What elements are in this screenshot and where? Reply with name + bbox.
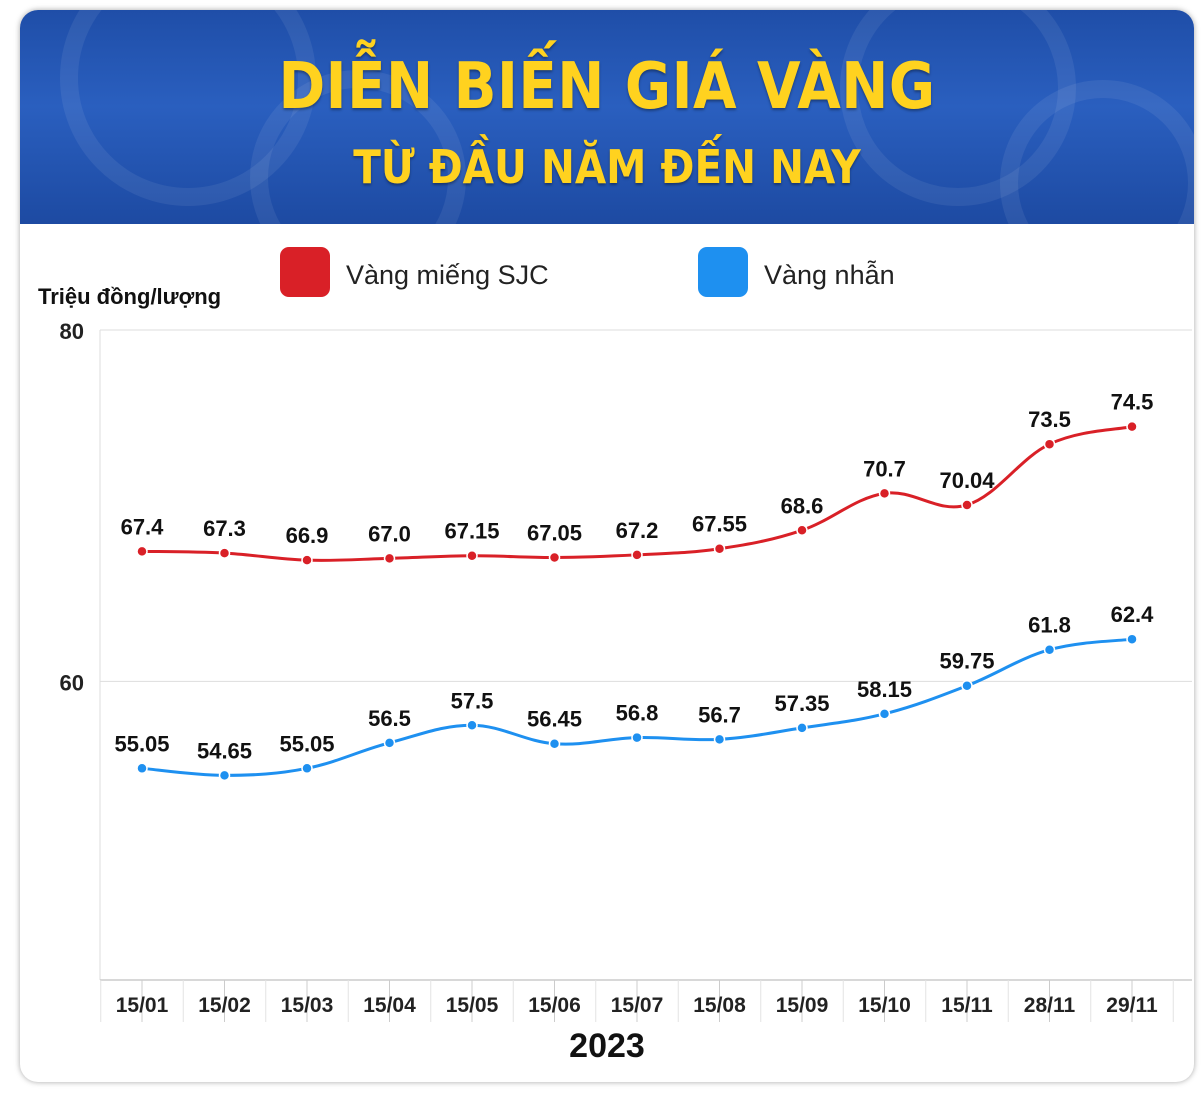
data-point [878, 708, 891, 720]
data-point [1126, 420, 1138, 433]
x-tick-label: 28/11 [1024, 994, 1076, 1017]
data-label: 70.7 [863, 456, 906, 481]
data-point [383, 737, 396, 749]
chart-card: DIỄN BIẾN GIÁ VÀNG TỪ ĐẦU NĂM ĐẾN NAY Và… [20, 10, 1194, 1082]
data-point [878, 487, 891, 500]
x-tick-label: 15/02 [198, 994, 251, 1017]
x-axis-title: 2023 [569, 1027, 645, 1065]
data-label: 55.05 [114, 731, 169, 756]
data-label: 70.04 [939, 468, 995, 493]
page-subtitle: TỪ ĐẦU NĂM ĐẾN NAY [353, 140, 861, 194]
data-label: 68.6 [781, 493, 824, 518]
page-title: DIỄN BIẾN GIÁ VÀNG [278, 50, 936, 124]
data-point [301, 554, 313, 566]
data-point [218, 547, 231, 559]
data-point [631, 731, 643, 744]
data-point [548, 551, 561, 564]
data-point [383, 552, 396, 565]
line-chart: 60 80 15/01 15/02 15/03 15/04 15/05 15/06 15/07 1… [60, 319, 1192, 1022]
data-label: 56.8 [616, 701, 659, 726]
header-banner: DIỄN BIẾN GIÁ VÀNG TỪ ĐẦU NĂM ĐẾN NAY [20, 10, 1194, 224]
x-tick-label: 15/08 [693, 994, 746, 1017]
x-tick-label: 15/09 [776, 994, 829, 1017]
x-tick-label: 15/01 [116, 994, 169, 1017]
x-tick-label: 15/03 [281, 994, 334, 1017]
data-label: 59.75 [939, 649, 994, 674]
data-point [466, 549, 478, 562]
data-point [961, 679, 973, 692]
data-point [301, 762, 313, 775]
data-point [548, 737, 561, 750]
data-point [796, 722, 808, 734]
y-tick-label-60: 60 [60, 670, 84, 695]
data-label: 67.4 [121, 514, 165, 539]
data-label: 57.5 [451, 688, 494, 713]
data-point [1126, 633, 1138, 645]
data-label: 73.5 [1028, 407, 1071, 432]
data-point [713, 542, 726, 555]
data-label: 56.7 [698, 702, 741, 727]
data-point [713, 733, 726, 746]
data-label: 66.9 [286, 523, 329, 548]
x-tick-label: 29/11 [1106, 994, 1158, 1017]
x-tick-label: 15/07 [611, 994, 664, 1017]
data-point [631, 549, 643, 561]
data-point [961, 499, 973, 511]
data-label: 56.45 [527, 707, 582, 732]
legend-label-ring: Vàng nhẫn [764, 260, 895, 290]
data-label: 67.05 [527, 521, 582, 546]
data-label: 74.5 [1111, 390, 1154, 415]
data-label: 67.55 [692, 512, 747, 537]
data-point [1043, 643, 1056, 656]
legend-label-sjc: Vàng miếng SJC [346, 260, 549, 290]
data-label: 67.3 [203, 516, 246, 541]
data-label: 55.05 [279, 731, 334, 756]
data-point [796, 524, 808, 537]
x-tick-label: 15/11 [941, 994, 993, 1017]
legend-swatch-sjc [280, 247, 330, 297]
x-tick-label: 15/06 [528, 994, 581, 1017]
x-tick-label: 15/04 [363, 994, 416, 1017]
legend-swatch-ring [698, 247, 748, 297]
data-point [218, 769, 231, 782]
data-point [466, 719, 478, 732]
data-label: 56.5 [368, 706, 411, 731]
data-label: 67.0 [368, 521, 411, 546]
data-point [136, 762, 148, 775]
y-tick-label-80: 80 [60, 319, 84, 344]
x-tick-label: 15/05 [446, 994, 499, 1017]
data-label: 57.35 [774, 691, 829, 716]
x-tick-label: 15/10 [858, 994, 911, 1017]
y-axis-title: Triệu đồng/lượng [38, 284, 222, 309]
data-point [1043, 438, 1056, 450]
data-label: 62.4 [1111, 602, 1155, 627]
data-label: 54.65 [197, 738, 252, 763]
data-point [136, 545, 148, 558]
data-label: 58.15 [857, 677, 912, 702]
data-label: 67.2 [616, 518, 659, 543]
data-label: 61.8 [1028, 613, 1071, 638]
data-label: 67.15 [444, 519, 499, 544]
